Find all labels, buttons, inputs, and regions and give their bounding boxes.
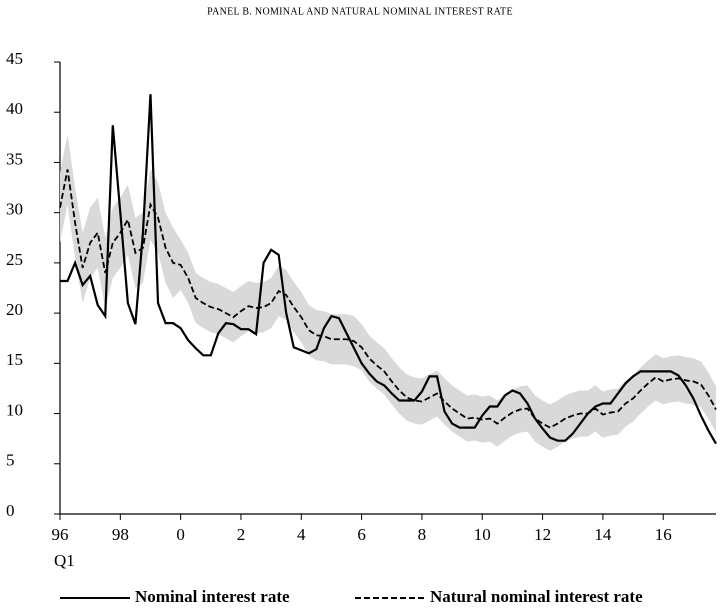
x-tick-label: 4 <box>297 525 306 544</box>
x-tick-label: 10 <box>474 525 491 544</box>
y-tick-label: 35 <box>6 149 23 168</box>
y-tick-label: 40 <box>6 99 23 118</box>
y-tick-label: 25 <box>6 250 23 269</box>
x-tick-label: 98 <box>112 525 129 544</box>
y-tick-label: 10 <box>6 400 23 419</box>
y-tick-label: 5 <box>6 451 15 470</box>
x-tick-label: 2 <box>237 525 246 544</box>
x-tick-label: 8 <box>418 525 427 544</box>
y-tick-label: 20 <box>6 300 23 319</box>
x-note: Q1 <box>54 551 75 570</box>
x-tick-label: 16 <box>655 525 672 544</box>
y-tick-label: 45 <box>6 49 23 68</box>
x-tick-label: 12 <box>534 525 551 544</box>
y-tick-label: 30 <box>6 200 23 219</box>
series-line <box>60 94 717 445</box>
x-tick-label: 0 <box>176 525 185 544</box>
legend-label: Nominal interest rate <box>135 587 290 606</box>
chart-title: PANEL B. NOMINAL AND NATURAL NOMINAL INT… <box>207 6 513 17</box>
confidence-band <box>60 134 716 451</box>
y-tick-label: 15 <box>6 350 23 369</box>
x-tick-label: 96 <box>52 525 69 544</box>
legend-label: Natural nominal interest rate <box>430 587 643 606</box>
x-tick-label: 14 <box>594 525 612 544</box>
y-tick-label: 0 <box>6 501 15 520</box>
series-line <box>59 169 717 429</box>
x-tick-label: 6 <box>357 525 366 544</box>
